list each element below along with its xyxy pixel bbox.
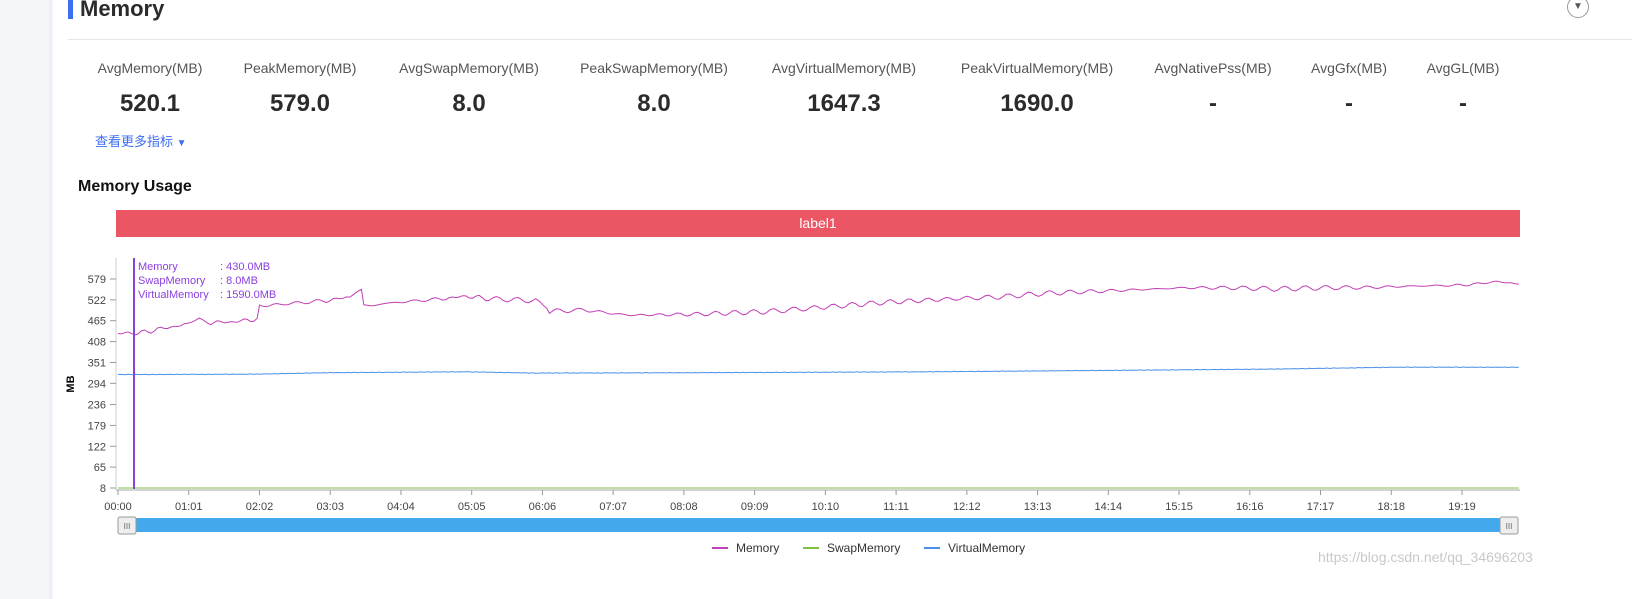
section-accent-bar xyxy=(68,0,73,19)
metric-label: AvgMemory(MB) xyxy=(97,60,203,76)
x-tick-label: 05:05 xyxy=(458,501,486,513)
grip-icon: III xyxy=(124,522,131,531)
left-sidebar xyxy=(0,0,50,599)
legend-label: VirtualMemory xyxy=(948,541,1026,555)
y-tick-label: 408 xyxy=(88,337,106,349)
metric-label: AvgGfx(MB) xyxy=(1311,60,1387,76)
x-tick-label: 09:09 xyxy=(741,501,769,513)
view-more-metrics-link[interactable]: 查看更多指标 ▼ xyxy=(95,131,187,150)
metric-value: 1690.0 xyxy=(1000,90,1074,117)
legend-label: SwapMemory xyxy=(827,541,901,555)
x-tick-label: 08:08 xyxy=(670,501,698,513)
metric-value: 1647.3 xyxy=(807,90,881,117)
legend-item-virtualmemory[interactable]: VirtualMemory xyxy=(924,541,1025,555)
chart-title: Memory Usage xyxy=(78,178,192,195)
grip-icon: III xyxy=(1506,522,1513,531)
x-tick-label: 14:14 xyxy=(1095,501,1123,513)
metric-card: AvgMemory(MB) 520.1 xyxy=(98,60,203,118)
y-tick-label: 122 xyxy=(88,441,106,453)
watermark: https://blog.csdn.net/qq_34696203 xyxy=(1318,549,1533,565)
x-tick-label: 10:10 xyxy=(812,501,840,513)
collapse-toggle-icon[interactable]: ▼ xyxy=(1567,0,1589,18)
tooltip-value: : 1590.0MB xyxy=(220,289,276,301)
metric-label: AvgSwapMemory(MB) xyxy=(399,60,539,76)
tooltip-value: : 430.0MB xyxy=(220,261,270,273)
metric-label: PeakSwapMemory(MB) xyxy=(580,60,728,76)
metric-value: - xyxy=(1344,90,1353,117)
x-tick-label: 18:18 xyxy=(1377,501,1405,513)
metric-value: - xyxy=(1459,90,1467,117)
y-tick-label: 465 xyxy=(88,316,106,328)
metric-label: AvgVirtualMemory(MB) xyxy=(771,60,917,76)
sidebar-shadow xyxy=(50,0,54,599)
metric-value: 8.0 xyxy=(452,90,486,117)
x-tick-label: 15:15 xyxy=(1165,501,1193,513)
x-tick-label: 19:19 xyxy=(1448,501,1476,513)
x-tick-label: 01:01 xyxy=(175,501,203,513)
legend-label: Memory xyxy=(736,541,780,555)
x-tick-label: 16:16 xyxy=(1236,501,1264,513)
metric-value: 8.0 xyxy=(637,90,671,117)
metric-label: AvgNativePss(MB) xyxy=(1154,60,1272,76)
metric-card: AvgNativePss(MB) - xyxy=(1154,60,1271,118)
metric-label: PeakVirtualMemory(MB) xyxy=(960,60,1114,76)
y-tick-label: 294 xyxy=(88,378,106,390)
y-tick-label: 65 xyxy=(94,462,106,474)
series-line-virtualmemory xyxy=(117,366,1519,376)
divider xyxy=(68,39,1632,40)
metric-card: PeakVirtualMemory(MB) 1690.0 xyxy=(961,60,1113,118)
legend-item-memory[interactable]: Memory xyxy=(712,541,779,555)
y-tick-label: 179 xyxy=(88,420,106,432)
legend-swatch xyxy=(924,547,940,549)
metric-card: AvgGL(MB) - xyxy=(1427,60,1500,118)
x-tick-label: 06:06 xyxy=(529,501,557,513)
y-tick-label: 236 xyxy=(88,400,106,412)
series-line-memory xyxy=(117,280,1519,336)
x-tick-label: 02:02 xyxy=(246,501,274,513)
x-tick-label: 07:07 xyxy=(599,501,627,513)
legend-swatch xyxy=(712,547,728,549)
y-axis-label: MB xyxy=(65,375,77,392)
y-tick-label: 351 xyxy=(88,357,106,369)
metric-card: PeakSwapMemory(MB) 8.0 xyxy=(580,60,728,118)
x-tick-label: 13:13 xyxy=(1024,501,1052,513)
x-tick-label: 00:00 xyxy=(104,501,132,513)
view-more-label: 查看更多指标 xyxy=(95,134,174,149)
metric-card: AvgSwapMemory(MB) 8.0 xyxy=(399,60,539,118)
x-tick-label: 03:03 xyxy=(316,501,344,513)
metric-label: AvgGL(MB) xyxy=(1426,60,1500,76)
legend-swatch xyxy=(803,547,819,549)
tooltip-name: SwapMemory xyxy=(138,275,206,287)
tooltip-name: Memory xyxy=(138,261,178,273)
metric-card: AvgGfx(MB) - xyxy=(1311,60,1387,118)
x-tick-label: 11:11 xyxy=(883,501,909,513)
tooltip-value: : 8.0MB xyxy=(220,275,258,287)
y-tick-label: 8 xyxy=(100,483,106,495)
zoom-slider-track[interactable] xyxy=(127,518,1511,532)
metric-value: - xyxy=(1209,90,1217,117)
legend-item-swapmemory[interactable]: SwapMemory xyxy=(803,541,900,555)
y-tick-label: 579 xyxy=(88,274,106,286)
section-title: Memory xyxy=(80,0,165,21)
caret-down-icon: ▼ xyxy=(176,138,187,149)
x-tick-label: 04:04 xyxy=(387,501,415,513)
metric-value: 520.1 xyxy=(119,90,181,117)
metric-card: AvgVirtualMemory(MB) 1647.3 xyxy=(772,60,916,118)
tooltip-name: VirtualMemory xyxy=(138,289,209,301)
label-band[interactable]: label1 xyxy=(116,210,1520,237)
x-tick-label: 17:17 xyxy=(1307,501,1335,513)
metric-label: PeakMemory(MB) xyxy=(243,60,357,76)
y-tick-label: 522 xyxy=(88,295,106,307)
metric-value: 579.0 xyxy=(269,90,331,117)
slider-right-handle[interactable] xyxy=(1499,516,1519,535)
slider-left-handle[interactable] xyxy=(117,516,137,535)
metric-card: PeakMemory(MB) 579.0 xyxy=(244,60,357,118)
x-tick-label: 12:12 xyxy=(953,501,981,513)
